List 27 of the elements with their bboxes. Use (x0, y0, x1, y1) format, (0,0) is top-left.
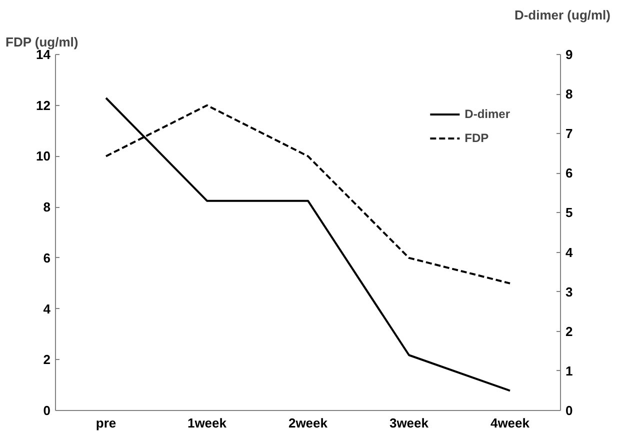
y2-tick-label: 9 (566, 47, 573, 62)
legend-label: D-dimer (464, 107, 510, 121)
y-tick-label: 2 (43, 352, 51, 368)
y2-tick-label: 0 (566, 403, 573, 418)
y-tick-label: 0 (43, 403, 51, 418)
x-tick-label: pre (96, 416, 116, 430)
y2-axis-title: D-dimer (ug/ml) (514, 8, 611, 22)
y2-tick-label: 4 (566, 244, 574, 260)
y-tick-label: 10 (36, 148, 51, 164)
y2-tick-label: 5 (566, 205, 573, 220)
x-tick-label: 4week (490, 416, 530, 430)
y-axis-title: FDP (ug/ml) (6, 34, 78, 50)
y-tick-label: 8 (43, 200, 51, 215)
line-series (105, 97, 511, 392)
y2-tick-label: 6 (566, 166, 573, 181)
y2-tick-label: 2 (566, 324, 573, 339)
y-tick-label: 12 (36, 98, 51, 113)
y2-tick-label: 3 (566, 284, 573, 300)
y-tick-label: 4 (43, 301, 52, 316)
x-tick-label: 3week (389, 416, 430, 430)
y2-tick-label: 1 (566, 363, 573, 378)
y2-tick-label: 8 (566, 86, 573, 102)
x-tick-label: 1week (187, 416, 228, 430)
y2-tick-label: 7 (566, 126, 573, 142)
x-tick-label: 2week (288, 416, 328, 430)
y-tick-label: 6 (43, 250, 51, 266)
legend-label: FDP (464, 131, 489, 145)
